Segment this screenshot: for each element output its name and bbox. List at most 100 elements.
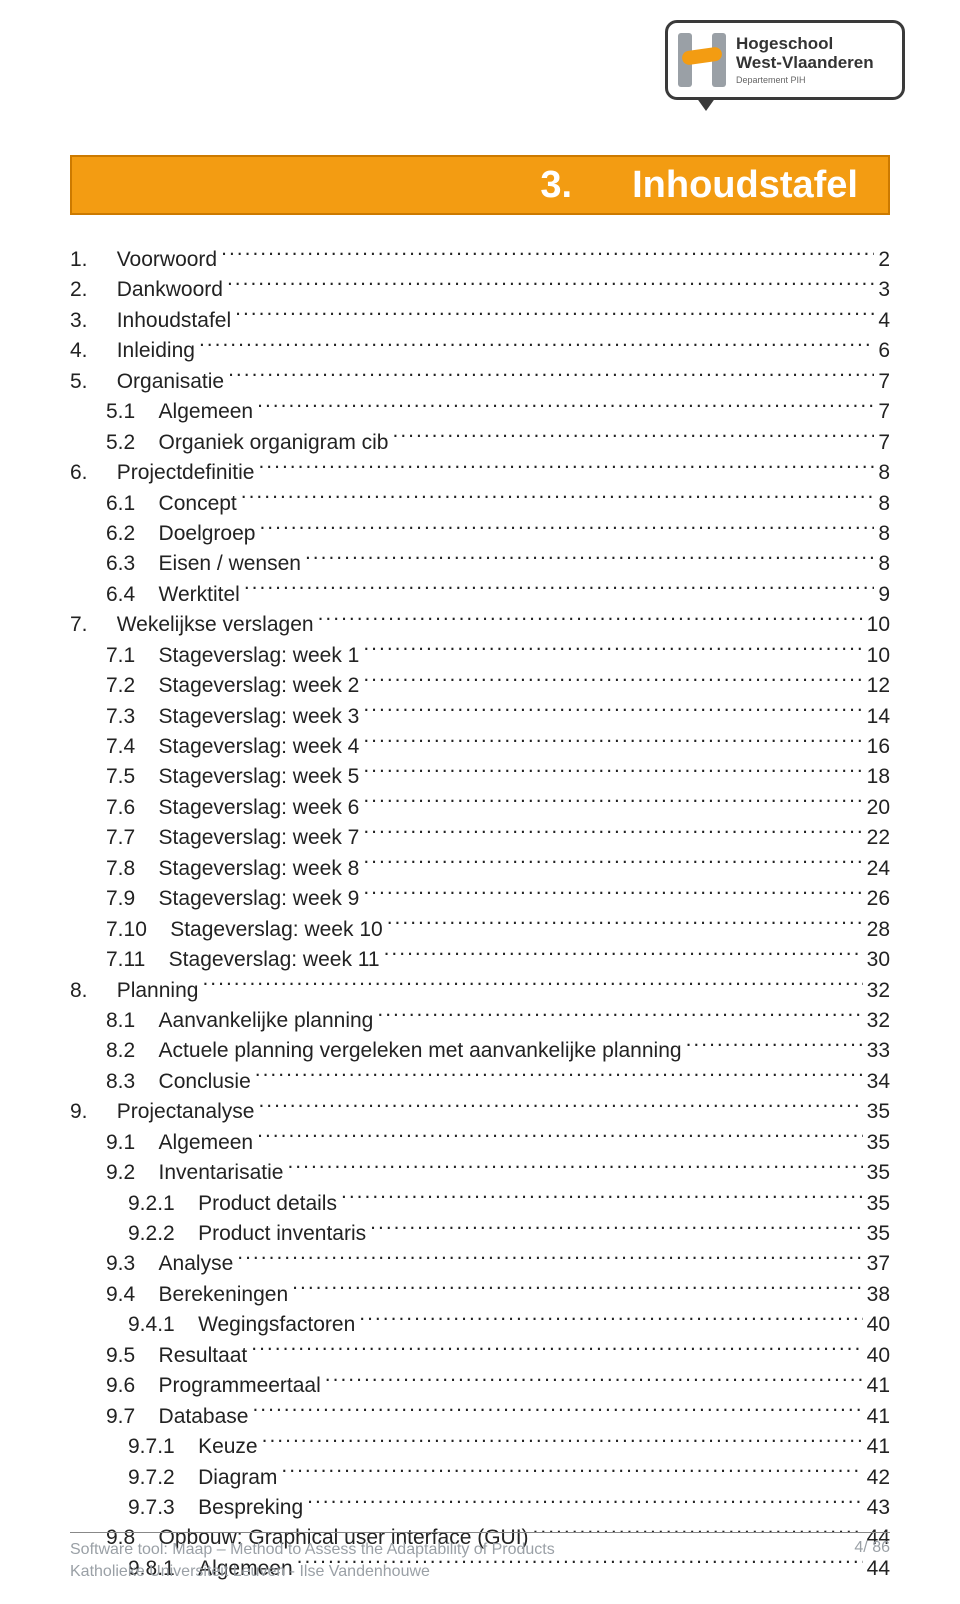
toc-separator (135, 1371, 158, 1401)
toc-row: 9.7.3 Bespreking 43 (70, 1493, 890, 1523)
toc-entry-page: 16 (867, 732, 890, 762)
toc-entry-number: 7.6 (106, 793, 135, 823)
toc-entry-page: 41 (867, 1432, 890, 1462)
toc-separator (175, 1493, 198, 1523)
toc-separator (135, 854, 158, 884)
toc-entry-label: Database (159, 1402, 249, 1432)
section-number: 3. (540, 164, 572, 207)
toc-dot-leader (241, 489, 875, 510)
toc-entry-page: 9 (878, 580, 890, 610)
toc-row: 9.7 Database 41 (70, 1402, 890, 1432)
toc-entry-label: Stageverslag: week 4 (159, 732, 360, 762)
toc-row: 9.5 Resultaat 40 (70, 1341, 890, 1371)
toc-entry-label: Wegingsfactoren (198, 1310, 355, 1340)
toc-row: 8.2 Actuele planning vergeleken met aanv… (70, 1036, 890, 1066)
footer-line1: Software tool: Maap – Method to Assess t… (70, 1539, 555, 1561)
toc-entry-number: 7.3 (106, 702, 135, 732)
page-footer: Software tool: Maap – Method to Assess t… (70, 1532, 890, 1582)
toc-entry-label: Doelgroep (159, 519, 256, 549)
toc-row: 7.6 Stageverslag: week 6 20 (70, 793, 890, 823)
toc-entry-label: Inventarisatie (159, 1158, 284, 1188)
toc-entry-page: 8 (878, 519, 890, 549)
toc-separator (135, 549, 158, 579)
toc-dot-leader (341, 1189, 863, 1210)
footer-page-number: 4/ 86 (854, 1539, 890, 1582)
logo-dept: Departement PIH (736, 75, 874, 85)
toc-row: 9.6 Programmeertaal 41 (70, 1371, 890, 1401)
toc-row: 8.3 Conclusie 34 (70, 1067, 890, 1097)
toc-separator (175, 1219, 198, 1249)
toc-entry-page: 7 (878, 367, 890, 397)
toc-entry-label: Bespreking (198, 1493, 303, 1523)
toc-entry-page: 8 (878, 549, 890, 579)
logo-line1: Hogeschool (736, 35, 874, 54)
toc-entry-label: Stageverslag: week 9 (159, 884, 360, 914)
toc-entry-label: Algemeen (159, 1128, 254, 1158)
toc-dot-leader (686, 1036, 863, 1057)
toc-entry-number: 9.4 (106, 1280, 135, 1310)
toc-row: 7.7 Stageverslag: week 7 22 (70, 823, 890, 853)
toc-entry-page: 32 (867, 1006, 890, 1036)
toc-row: 8.1 Aanvankelijke planning 32 (70, 1006, 890, 1036)
section-title: Inhoudstafel (632, 164, 858, 207)
toc-entry-page: 12 (867, 671, 890, 701)
toc-entry-label: Eisen / wensen (159, 549, 301, 579)
toc-dot-leader (363, 762, 862, 783)
toc-separator (135, 1067, 158, 1097)
toc-entry-number: 1. (70, 245, 88, 275)
toc-dot-leader (237, 1249, 862, 1270)
toc-entry-number: 7.2 (106, 671, 135, 701)
toc-row: 4. Inleiding 6 (70, 336, 890, 366)
toc-dot-leader (252, 1402, 862, 1423)
toc-entry-number: 9.7.2 (128, 1463, 175, 1493)
toc-separator (135, 762, 158, 792)
toc-entry-number: 6.1 (106, 489, 135, 519)
toc-dot-leader (255, 1067, 863, 1088)
toc-separator (135, 1006, 158, 1036)
toc-entry-number: 7.8 (106, 854, 135, 884)
toc-entry-label: Planning (117, 976, 199, 1006)
toc-dot-leader (251, 1341, 862, 1362)
institution-logo: Hogeschool West-Vlaanderen Departement P… (665, 20, 905, 100)
toc-entry-page: 35 (867, 1097, 890, 1127)
toc-entry-page: 8 (878, 489, 890, 519)
toc-separator (135, 1036, 158, 1066)
toc-dot-leader (292, 1280, 862, 1301)
toc-entry-label: Conclusie (159, 1067, 251, 1097)
toc-entry-page: 6 (878, 336, 890, 366)
toc-row: 5. Organisatie 7 (70, 367, 890, 397)
toc-entry-page: 10 (867, 641, 890, 671)
toc-entry-number: 9.5 (106, 1341, 135, 1371)
toc-row: 9.4.1 Wegingsfactoren 40 (70, 1310, 890, 1340)
toc-entry-page: 42 (867, 1463, 890, 1493)
logo-h-icon (678, 33, 726, 87)
toc-row: 9.7.2 Diagram 42 (70, 1463, 890, 1493)
toc-separator (88, 367, 117, 397)
toc-entry-page: 30 (867, 945, 890, 975)
toc-separator (135, 884, 158, 914)
toc-dot-leader (259, 519, 874, 540)
toc-row: 6. Projectdefinitie 8 (70, 458, 890, 488)
toc-separator (135, 1402, 158, 1432)
toc-row: 3. Inhoudstafel 4 (70, 306, 890, 336)
toc-entry-label: Projectanalyse (117, 1097, 255, 1127)
toc-dot-leader (202, 976, 862, 997)
toc-row: 7.2 Stageverslag: week 2 12 (70, 671, 890, 701)
toc-row: 9.3 Analyse 37 (70, 1249, 890, 1279)
toc-separator (135, 1128, 158, 1158)
toc-dot-leader (244, 580, 874, 601)
toc-row: 6.3 Eisen / wensen 8 (70, 549, 890, 579)
toc-row: 7.11 Stageverslag: week 11 30 (70, 945, 890, 975)
toc-dot-leader (199, 336, 874, 357)
toc-entry-label: Voorwoord (117, 245, 217, 275)
toc-entry-label: Product inventaris (198, 1219, 366, 1249)
toc-dot-leader (363, 641, 862, 662)
toc-dot-leader (258, 458, 874, 479)
toc-row: 6.2 Doelgroep 8 (70, 519, 890, 549)
toc-dot-leader (305, 549, 874, 570)
toc-entry-number: 9.7.1 (128, 1432, 175, 1462)
toc-entry-number: 8. (70, 976, 88, 1006)
toc-separator (175, 1189, 198, 1219)
toc-entry-page: 35 (867, 1219, 890, 1249)
toc-dot-leader (258, 1097, 862, 1118)
